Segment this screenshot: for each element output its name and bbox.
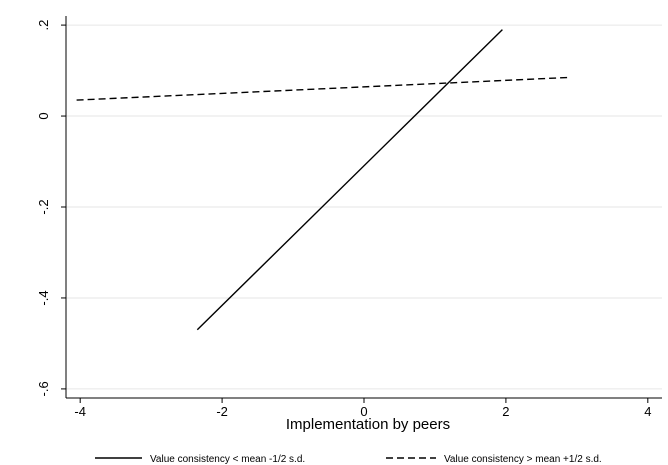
y-tick-label: .2	[36, 20, 51, 31]
legend-label-2: Value consistency > mean +1/2 s.d.	[444, 454, 602, 465]
x-tick-label: 2	[502, 404, 509, 419]
x-tick-label: -4	[74, 404, 86, 419]
y-tick-label: -.6	[36, 381, 51, 396]
series-line-1	[196, 29, 503, 331]
series-layer	[76, 29, 570, 331]
y-tick-label: -.2	[36, 199, 51, 214]
y-tick-label: -.4	[36, 290, 51, 305]
x-tick-label: 0	[360, 404, 367, 419]
x-axis: -4 -2 0 2 4	[66, 397, 662, 419]
x-tick-label: -2	[216, 404, 228, 419]
x-tick-label: 4	[644, 404, 651, 419]
y-axis: -.6 -.4 -.2 0 .2	[36, 16, 67, 398]
y-tick-label: 0	[36, 112, 51, 119]
series-line-2	[76, 76, 570, 101]
legend: Value consistency < mean -1/2 s.d. Value …	[95, 454, 602, 465]
x-axis-title: Implementation by peers	[286, 416, 450, 433]
legend-label-1: Value consistency < mean -1/2 s.d.	[150, 454, 305, 465]
plot-area	[66, 16, 662, 398]
